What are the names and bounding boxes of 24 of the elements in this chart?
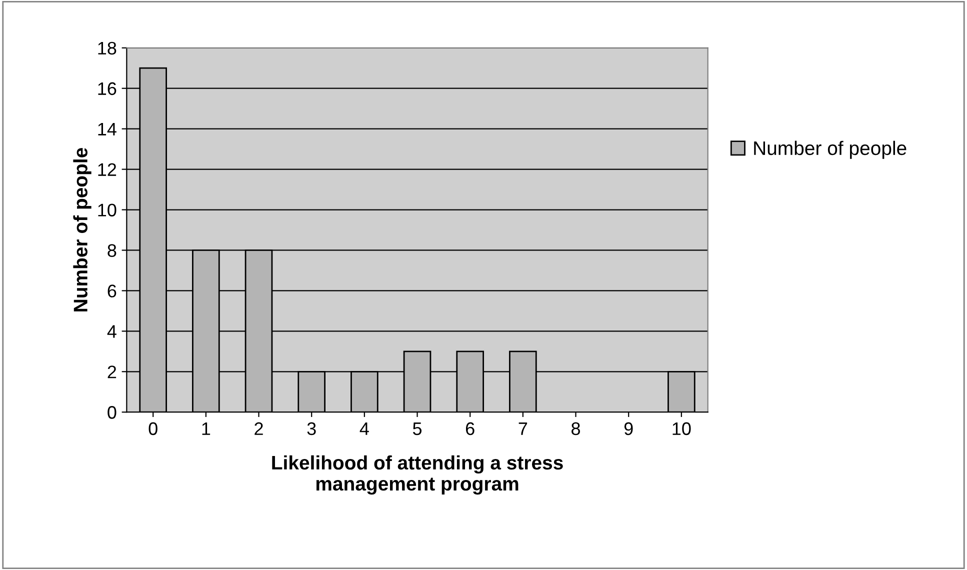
y-tick-label: 2 <box>108 366 116 378</box>
x-tick-label: 4 <box>360 422 369 435</box>
y-tick-label: 8 <box>108 244 116 257</box>
y-tick-label: 18 <box>98 42 116 55</box>
y-axis-title: Number of people <box>73 148 92 312</box>
x-tick-label: 8 <box>572 422 580 436</box>
x-tick-label: 1 <box>202 422 210 435</box>
y-tick-label: 14 <box>98 122 116 136</box>
y-tick-label: 6 <box>108 284 116 298</box>
y-tick-label: 0 <box>108 406 116 419</box>
y-tick-label: 16 <box>98 82 116 96</box>
x-tick-label: 2 <box>254 422 263 435</box>
y-tick-label: 4 <box>107 325 116 338</box>
x-tick-label: 6 <box>466 422 474 436</box>
x-tick-label: 3 <box>307 422 316 436</box>
x-axis-title: Likelihood of attending a stress management program <box>272 455 563 495</box>
x-tick-label: 5 <box>412 422 422 436</box>
y-tick-label: 12 <box>98 163 116 176</box>
x-tick-label: 7 <box>518 422 528 435</box>
x-tick-label: 10 <box>672 422 691 436</box>
legend-label: Number of people <box>754 140 906 159</box>
x-tick-label: 0 <box>148 422 158 436</box>
y-tick-label: 10 <box>98 204 116 216</box>
x-tick-label: 9 <box>624 422 633 436</box>
